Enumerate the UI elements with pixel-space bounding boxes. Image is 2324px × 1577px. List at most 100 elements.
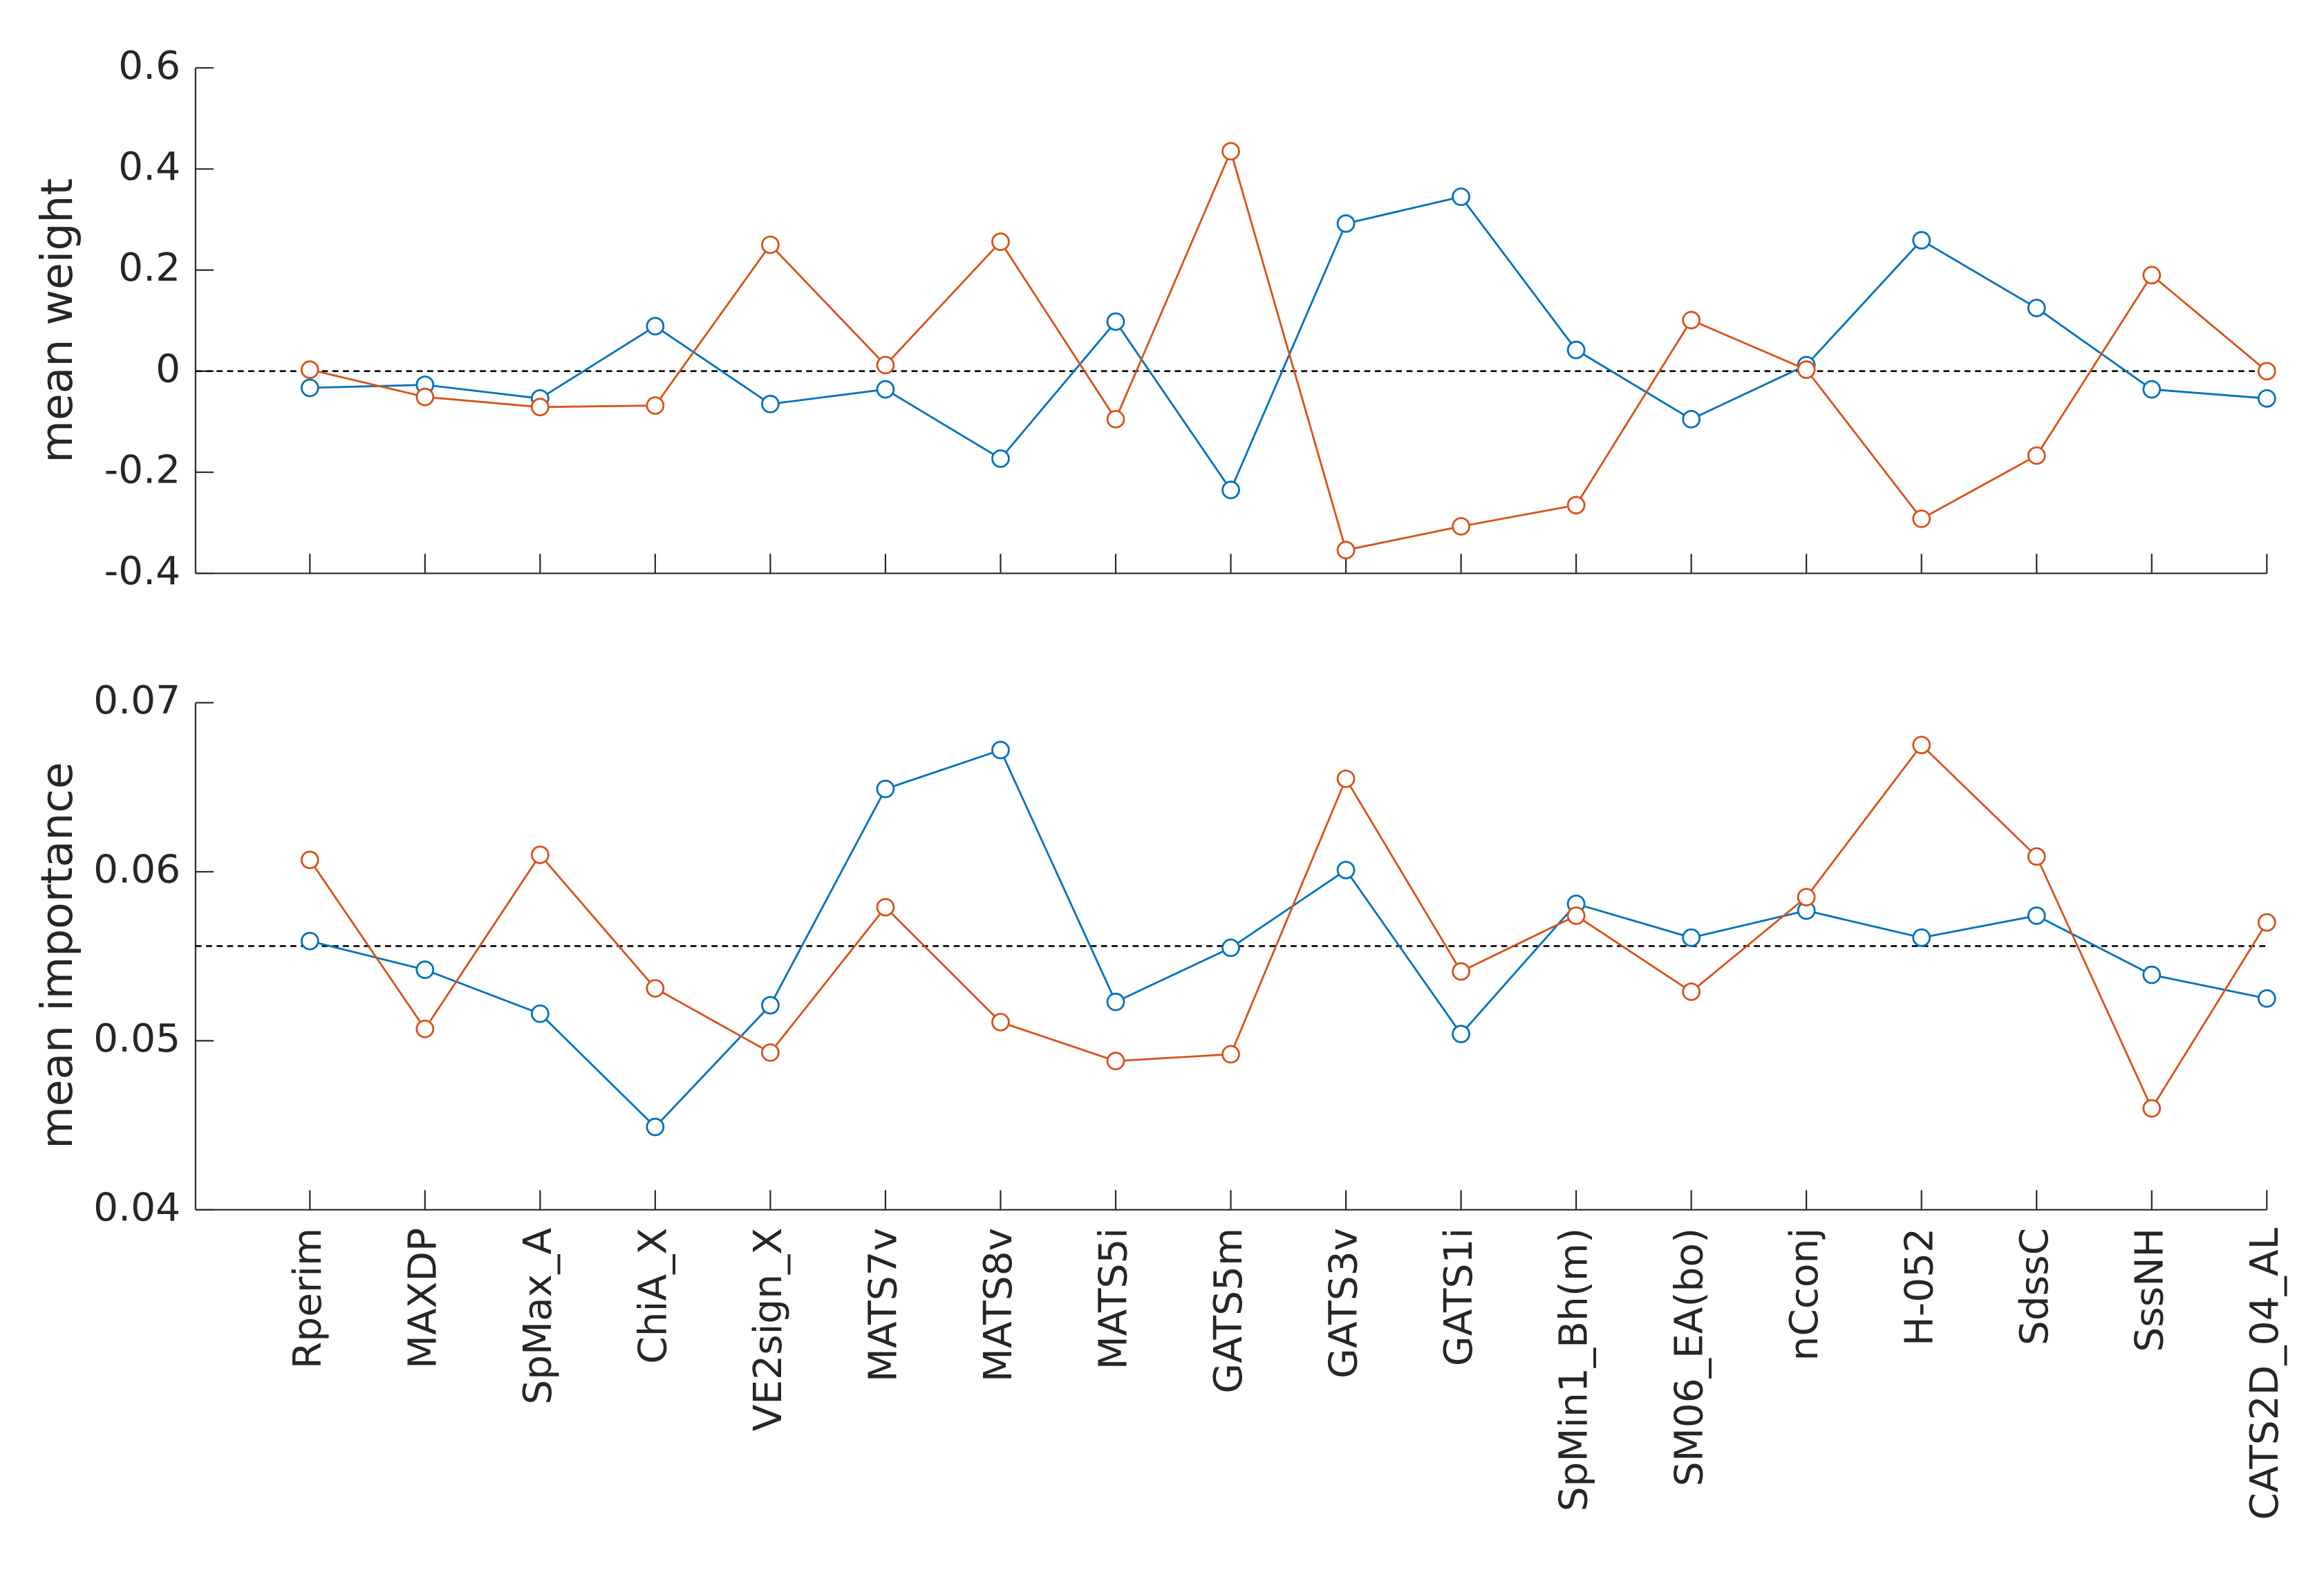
data-point (1221, 142, 1240, 161)
data-point (2027, 906, 2046, 925)
series-line (309, 749, 2267, 1129)
series-line (309, 148, 2268, 552)
data-point (761, 996, 780, 1015)
data-point (991, 449, 1010, 468)
data-point (2142, 1099, 2162, 1118)
data-point (1452, 962, 1470, 981)
data-point (1912, 231, 1931, 250)
data-point (1912, 736, 1931, 754)
x-tick-label: GATS1i (1436, 1228, 1481, 1366)
data-point (876, 779, 895, 799)
data-point (1336, 769, 1356, 788)
series-line (310, 196, 2267, 492)
y-tick-label: -0.2 (104, 447, 180, 493)
data-point (2257, 989, 2276, 1008)
x-tick-label: SdssC (2012, 1228, 2057, 1345)
data-point (530, 846, 550, 864)
y-tick-label: -0.4 (104, 548, 180, 594)
y-tick-label: 0.04 (93, 1184, 180, 1230)
data-point (646, 396, 665, 415)
x-tick-label: MATS7v (861, 1228, 906, 1382)
data-point (1221, 1045, 1240, 1064)
data-point (1221, 480, 1240, 500)
x-tick-label: Rperim (285, 1228, 330, 1369)
data-point (415, 960, 435, 980)
data-point (1912, 928, 1931, 947)
data-point (1682, 928, 1701, 947)
data-point (2257, 913, 2276, 932)
x-tick-label: MAXDP (400, 1228, 445, 1369)
data-point (1566, 340, 1586, 360)
data-point (1336, 861, 1356, 879)
data-point (415, 1019, 435, 1038)
data-point (530, 398, 550, 417)
y-tick-label: 0.4 (118, 144, 180, 189)
data-point (646, 1117, 665, 1137)
x-tick-label: MATS5i (1091, 1228, 1136, 1370)
data-point (991, 232, 1010, 252)
y-tick-label: 0.07 (93, 678, 180, 723)
x-tick-label: VE2sign_X (745, 1228, 791, 1431)
data-point (2257, 389, 2276, 408)
x-tick-label: SssNH (2126, 1228, 2172, 1352)
x-tick-label: GATS5m (1206, 1228, 1251, 1394)
y-axis-label: mean importance (31, 762, 82, 1148)
data-point (876, 897, 895, 917)
data-point (1566, 906, 1586, 925)
data-point (991, 740, 1010, 760)
data-point (1106, 992, 1125, 1011)
data-point (2027, 446, 2046, 465)
x-tick-label: nCconj (1781, 1228, 1827, 1361)
y-axis-label: mean weight (31, 178, 82, 463)
x-tick-label: H-052 (1896, 1228, 1942, 1346)
data-point (415, 387, 435, 407)
data-point (1452, 187, 1470, 206)
x-tick-label: SpMin1_Bh(m) (1551, 1228, 1597, 1511)
data-point (2142, 265, 2162, 285)
data-point (1682, 409, 1701, 429)
data-point (300, 360, 319, 380)
y-tick-label: 0.2 (118, 245, 180, 290)
data-point (1797, 888, 1816, 906)
data-point (1682, 310, 1701, 330)
data-point (761, 1043, 780, 1062)
data-point (2142, 965, 2162, 985)
data-point (1221, 938, 1240, 958)
data-point (1452, 1025, 1470, 1043)
y-tick-label: 0.06 (93, 847, 180, 893)
data-point (1797, 360, 1816, 380)
data-point (530, 1004, 550, 1023)
data-point (2257, 362, 2276, 381)
data-point (761, 235, 780, 254)
x-tick-label: SM06_EA(bo) (1666, 1228, 1712, 1486)
x-tick-label: GATS3v (1321, 1228, 1367, 1379)
x-tick-label: CATS2D_04_AL (2242, 1227, 2287, 1520)
data-point (1682, 982, 1701, 1001)
data-point (1452, 516, 1470, 536)
data-point (2142, 380, 2162, 399)
data-point (1336, 541, 1356, 560)
data-point (1912, 509, 1931, 528)
y-tick-label: 0.05 (93, 1016, 180, 1061)
data-point (761, 395, 780, 413)
data-point (300, 850, 319, 870)
y-tick-label: 0.6 (118, 43, 180, 88)
x-tick-label: ChiA_X (630, 1228, 675, 1364)
data-point (1106, 1052, 1125, 1071)
x-tick-label: MATS8v (975, 1228, 1021, 1382)
data-point (1336, 214, 1356, 233)
data-point (300, 378, 319, 398)
data-point (876, 380, 895, 399)
data-point (2027, 299, 2046, 317)
series-line (309, 743, 2268, 1111)
data-point (991, 1013, 1010, 1032)
data-point (2027, 847, 2046, 866)
data-point (1106, 409, 1125, 429)
data-point (876, 355, 895, 375)
data-point (1106, 312, 1125, 331)
data-point (646, 979, 665, 998)
x-tick-label: SpMax_A (515, 1228, 561, 1405)
data-point (300, 931, 319, 951)
